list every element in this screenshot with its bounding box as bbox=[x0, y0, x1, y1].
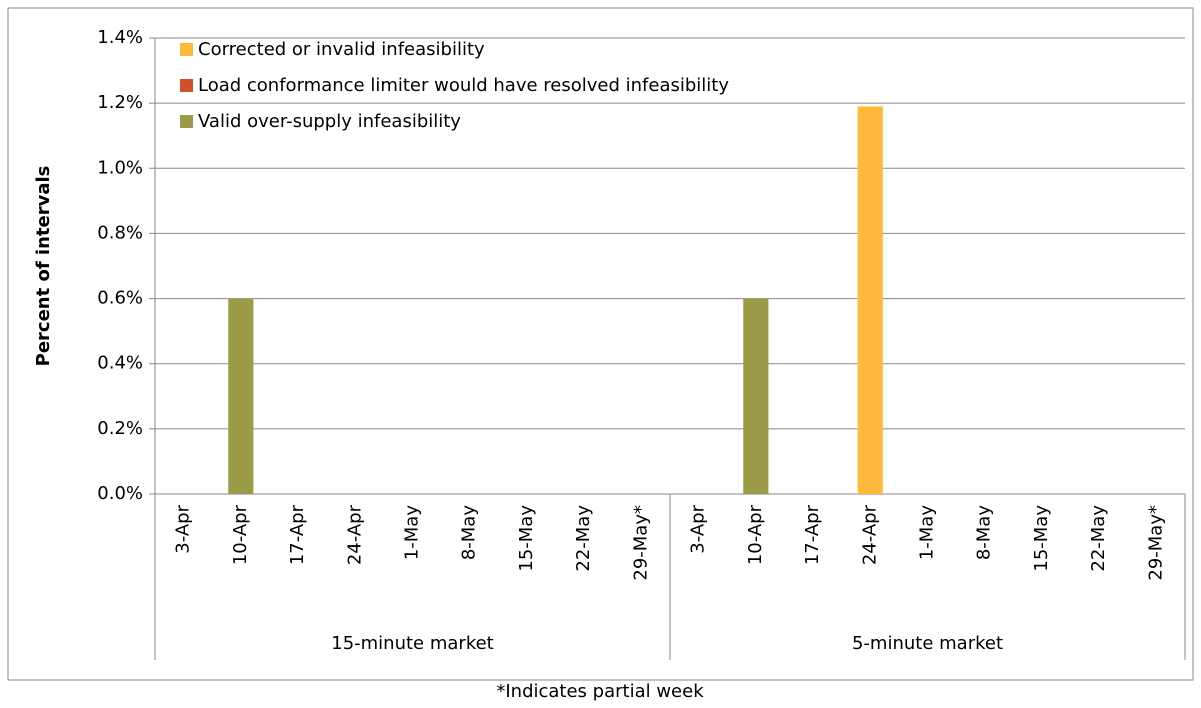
bar bbox=[743, 298, 769, 494]
legend-swatch bbox=[180, 115, 193, 128]
bar bbox=[228, 298, 254, 494]
x-tick-label: 24-Apr bbox=[344, 504, 365, 565]
x-tick-label: 8-May bbox=[974, 505, 995, 561]
x-tick-label: 29-May* bbox=[630, 505, 651, 581]
x-tick-label: 17-Apr bbox=[802, 504, 823, 565]
x-tick-label: 3-Apr bbox=[688, 504, 709, 553]
group-label: 5-minute market bbox=[852, 633, 1003, 654]
x-tick-label: 10-Apr bbox=[745, 504, 766, 565]
chart-border bbox=[7, 7, 1194, 681]
y-tick-label: 1.0% bbox=[97, 157, 143, 178]
legend-label: Load conformance limiter would have reso… bbox=[198, 75, 729, 96]
legend-swatch bbox=[180, 79, 193, 92]
y-tick-label: 0.0% bbox=[97, 483, 143, 504]
legend-swatch bbox=[180, 43, 193, 56]
y-tick-label: 0.6% bbox=[97, 288, 143, 309]
x-tick-label: 3-Apr bbox=[173, 504, 194, 553]
x-tick-label: 29-May* bbox=[1145, 505, 1166, 581]
y-tick-label: 0.2% bbox=[97, 418, 143, 439]
x-tick-label: 22-May bbox=[1088, 505, 1109, 572]
group-label: 15-minute market bbox=[331, 633, 493, 654]
bar bbox=[857, 106, 883, 495]
y-tick-label: 0.4% bbox=[97, 353, 143, 374]
x-tick-label: 22-May bbox=[573, 505, 594, 572]
x-tick-label: 15-May bbox=[1031, 505, 1052, 572]
x-tick-label: 15-May bbox=[516, 505, 537, 572]
legend-label: Corrected or invalid infeasibility bbox=[198, 39, 485, 60]
x-tick-label: 17-Apr bbox=[287, 504, 308, 565]
x-tick-label: 1-May bbox=[402, 505, 423, 561]
x-tick-label: 10-Apr bbox=[230, 504, 251, 565]
x-tick-label: 1-May bbox=[917, 505, 938, 561]
y-axis-label: Percent of intervals bbox=[33, 166, 54, 367]
footnote: *Indicates partial week bbox=[496, 681, 704, 702]
y-tick-label: 1.4% bbox=[97, 27, 143, 48]
x-tick-label: 24-Apr bbox=[859, 504, 880, 565]
y-tick-label: 0.8% bbox=[97, 222, 143, 243]
y-tick-label: 1.2% bbox=[97, 92, 143, 113]
legend-label: Valid over-supply infeasibility bbox=[198, 111, 461, 132]
x-tick-label: 8-May bbox=[459, 505, 480, 561]
